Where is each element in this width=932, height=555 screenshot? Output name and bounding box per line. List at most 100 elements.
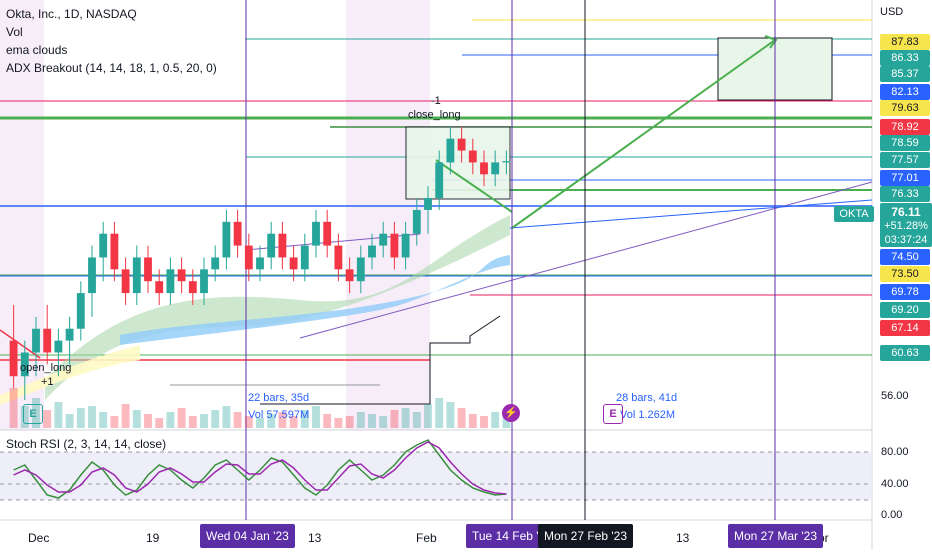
price-label: 78.92 bbox=[880, 119, 930, 135]
volume-bar bbox=[424, 404, 432, 428]
step-line bbox=[260, 315, 501, 405]
earnings-future-icon[interactable]: E bbox=[603, 404, 623, 424]
candle-body bbox=[20, 352, 29, 377]
price-label: 67.14 bbox=[880, 320, 930, 336]
volume-bar bbox=[177, 408, 186, 428]
price-label: 73.50 bbox=[880, 266, 930, 282]
volume-bar bbox=[457, 408, 466, 428]
projection-line bbox=[435, 159, 513, 213]
earnings-icon[interactable]: E bbox=[23, 404, 43, 424]
price-label: 69.20 bbox=[880, 302, 930, 318]
volume-bar bbox=[110, 416, 119, 428]
open-qty: +1 bbox=[41, 376, 54, 388]
volume-bar bbox=[99, 412, 108, 428]
volume-bar bbox=[155, 418, 164, 428]
volume-bar bbox=[233, 412, 242, 428]
range1-vol: Vol 57.597M bbox=[248, 409, 310, 421]
time-tick-label: Dec bbox=[28, 531, 50, 545]
price-tick-56: 56.00 bbox=[881, 390, 909, 402]
candle-body bbox=[76, 293, 85, 329]
volume-bar bbox=[300, 410, 309, 428]
price-label: 77.57 bbox=[880, 152, 930, 168]
volume-bar bbox=[480, 416, 488, 428]
volume-bar bbox=[278, 412, 287, 428]
volume-bar bbox=[144, 414, 152, 428]
price-label: 60.63 bbox=[880, 345, 930, 361]
candle-body bbox=[9, 340, 18, 377]
candle-body bbox=[155, 281, 164, 294]
candle-body bbox=[99, 233, 108, 258]
close-long-label: close_long bbox=[408, 109, 461, 121]
candle-body bbox=[211, 257, 220, 270]
trend-line bbox=[299, 181, 873, 339]
vol-legend[interactable]: Vol bbox=[6, 25, 23, 39]
countdown: 03:37:24 bbox=[884, 234, 928, 246]
volume-bar bbox=[76, 408, 85, 428]
adx-legend[interactable]: ADX Breakout (14, 14, 18, 1, 0.5, 20, 0) bbox=[6, 61, 217, 75]
candle-body bbox=[424, 198, 432, 210]
rsi-tick-0: 0.00 bbox=[881, 509, 903, 521]
price-label: 74.50 bbox=[880, 249, 930, 265]
candle-body bbox=[401, 233, 410, 258]
price-label: 87.83 bbox=[880, 34, 930, 50]
volume-bar bbox=[166, 412, 175, 428]
date-flag[interactable]: Wed 04 Jan '23 bbox=[200, 524, 295, 548]
price-label: 79.63 bbox=[880, 100, 930, 116]
price-label: 86.33 bbox=[880, 50, 930, 66]
close-qty: -1 bbox=[431, 95, 441, 107]
volume-bar bbox=[32, 398, 40, 428]
candle-body bbox=[468, 150, 477, 163]
candle-body bbox=[289, 257, 298, 270]
candle-body bbox=[233, 221, 242, 246]
price-label: 77.01 bbox=[880, 170, 930, 186]
ema-legend[interactable]: ema clouds bbox=[6, 43, 68, 57]
volume-bar bbox=[379, 416, 388, 428]
arrow-head bbox=[764, 35, 778, 49]
candle-body bbox=[54, 340, 63, 353]
candle-body bbox=[312, 221, 320, 246]
date-flag[interactable]: Mon 27 Feb '23 bbox=[538, 524, 634, 548]
volume-bar bbox=[200, 414, 208, 428]
volume-bar bbox=[435, 398, 444, 428]
rsi-legend[interactable]: Stoch RSI (2, 3, 14, 14, close) bbox=[6, 437, 167, 451]
range2-bars: 28 bars, 41d bbox=[616, 392, 678, 404]
volume-bar bbox=[256, 418, 264, 428]
price-label: 85.37 bbox=[880, 66, 930, 82]
volume-bar bbox=[20, 406, 29, 428]
volume-bar bbox=[446, 402, 455, 428]
time-tick-label: Feb bbox=[416, 531, 437, 545]
ema-cloud-slow bbox=[120, 255, 510, 345]
volume-bar bbox=[9, 388, 18, 428]
ema-cloud-yellow bbox=[0, 345, 140, 405]
volume-bar bbox=[121, 404, 130, 428]
projection-arrow bbox=[511, 39, 776, 229]
price-label: 82.13 bbox=[880, 84, 930, 100]
price-label: 69.78 bbox=[880, 284, 930, 300]
last-change: +51.28% bbox=[884, 220, 928, 232]
candle-body bbox=[256, 257, 264, 270]
trend-line bbox=[0, 329, 41, 359]
date-flag[interactable]: Mon 27 Mar '23 bbox=[728, 524, 823, 548]
volume-bar bbox=[244, 416, 253, 428]
symbol-legend[interactable]: Okta, Inc., 1D, NASDAQ bbox=[6, 7, 137, 21]
candle-body bbox=[356, 257, 365, 282]
candle-body bbox=[121, 269, 130, 294]
lightning-icon[interactable]: ⚡ bbox=[502, 404, 520, 422]
price-label: 78.59 bbox=[880, 135, 930, 151]
volume-bar bbox=[43, 410, 52, 428]
volume-bar bbox=[88, 406, 96, 428]
volume-bar bbox=[468, 414, 477, 428]
candle-body bbox=[446, 138, 455, 163]
volume-bar bbox=[211, 410, 220, 428]
volume-bar bbox=[390, 410, 399, 428]
volume-bar bbox=[289, 416, 298, 428]
candle-body bbox=[379, 233, 388, 246]
volume-bar bbox=[356, 412, 365, 428]
candle-body bbox=[323, 221, 332, 246]
volume-bar bbox=[401, 408, 410, 428]
candle-body bbox=[300, 245, 309, 270]
volume-bar bbox=[491, 412, 500, 428]
last-price: 76.11 bbox=[891, 205, 921, 219]
